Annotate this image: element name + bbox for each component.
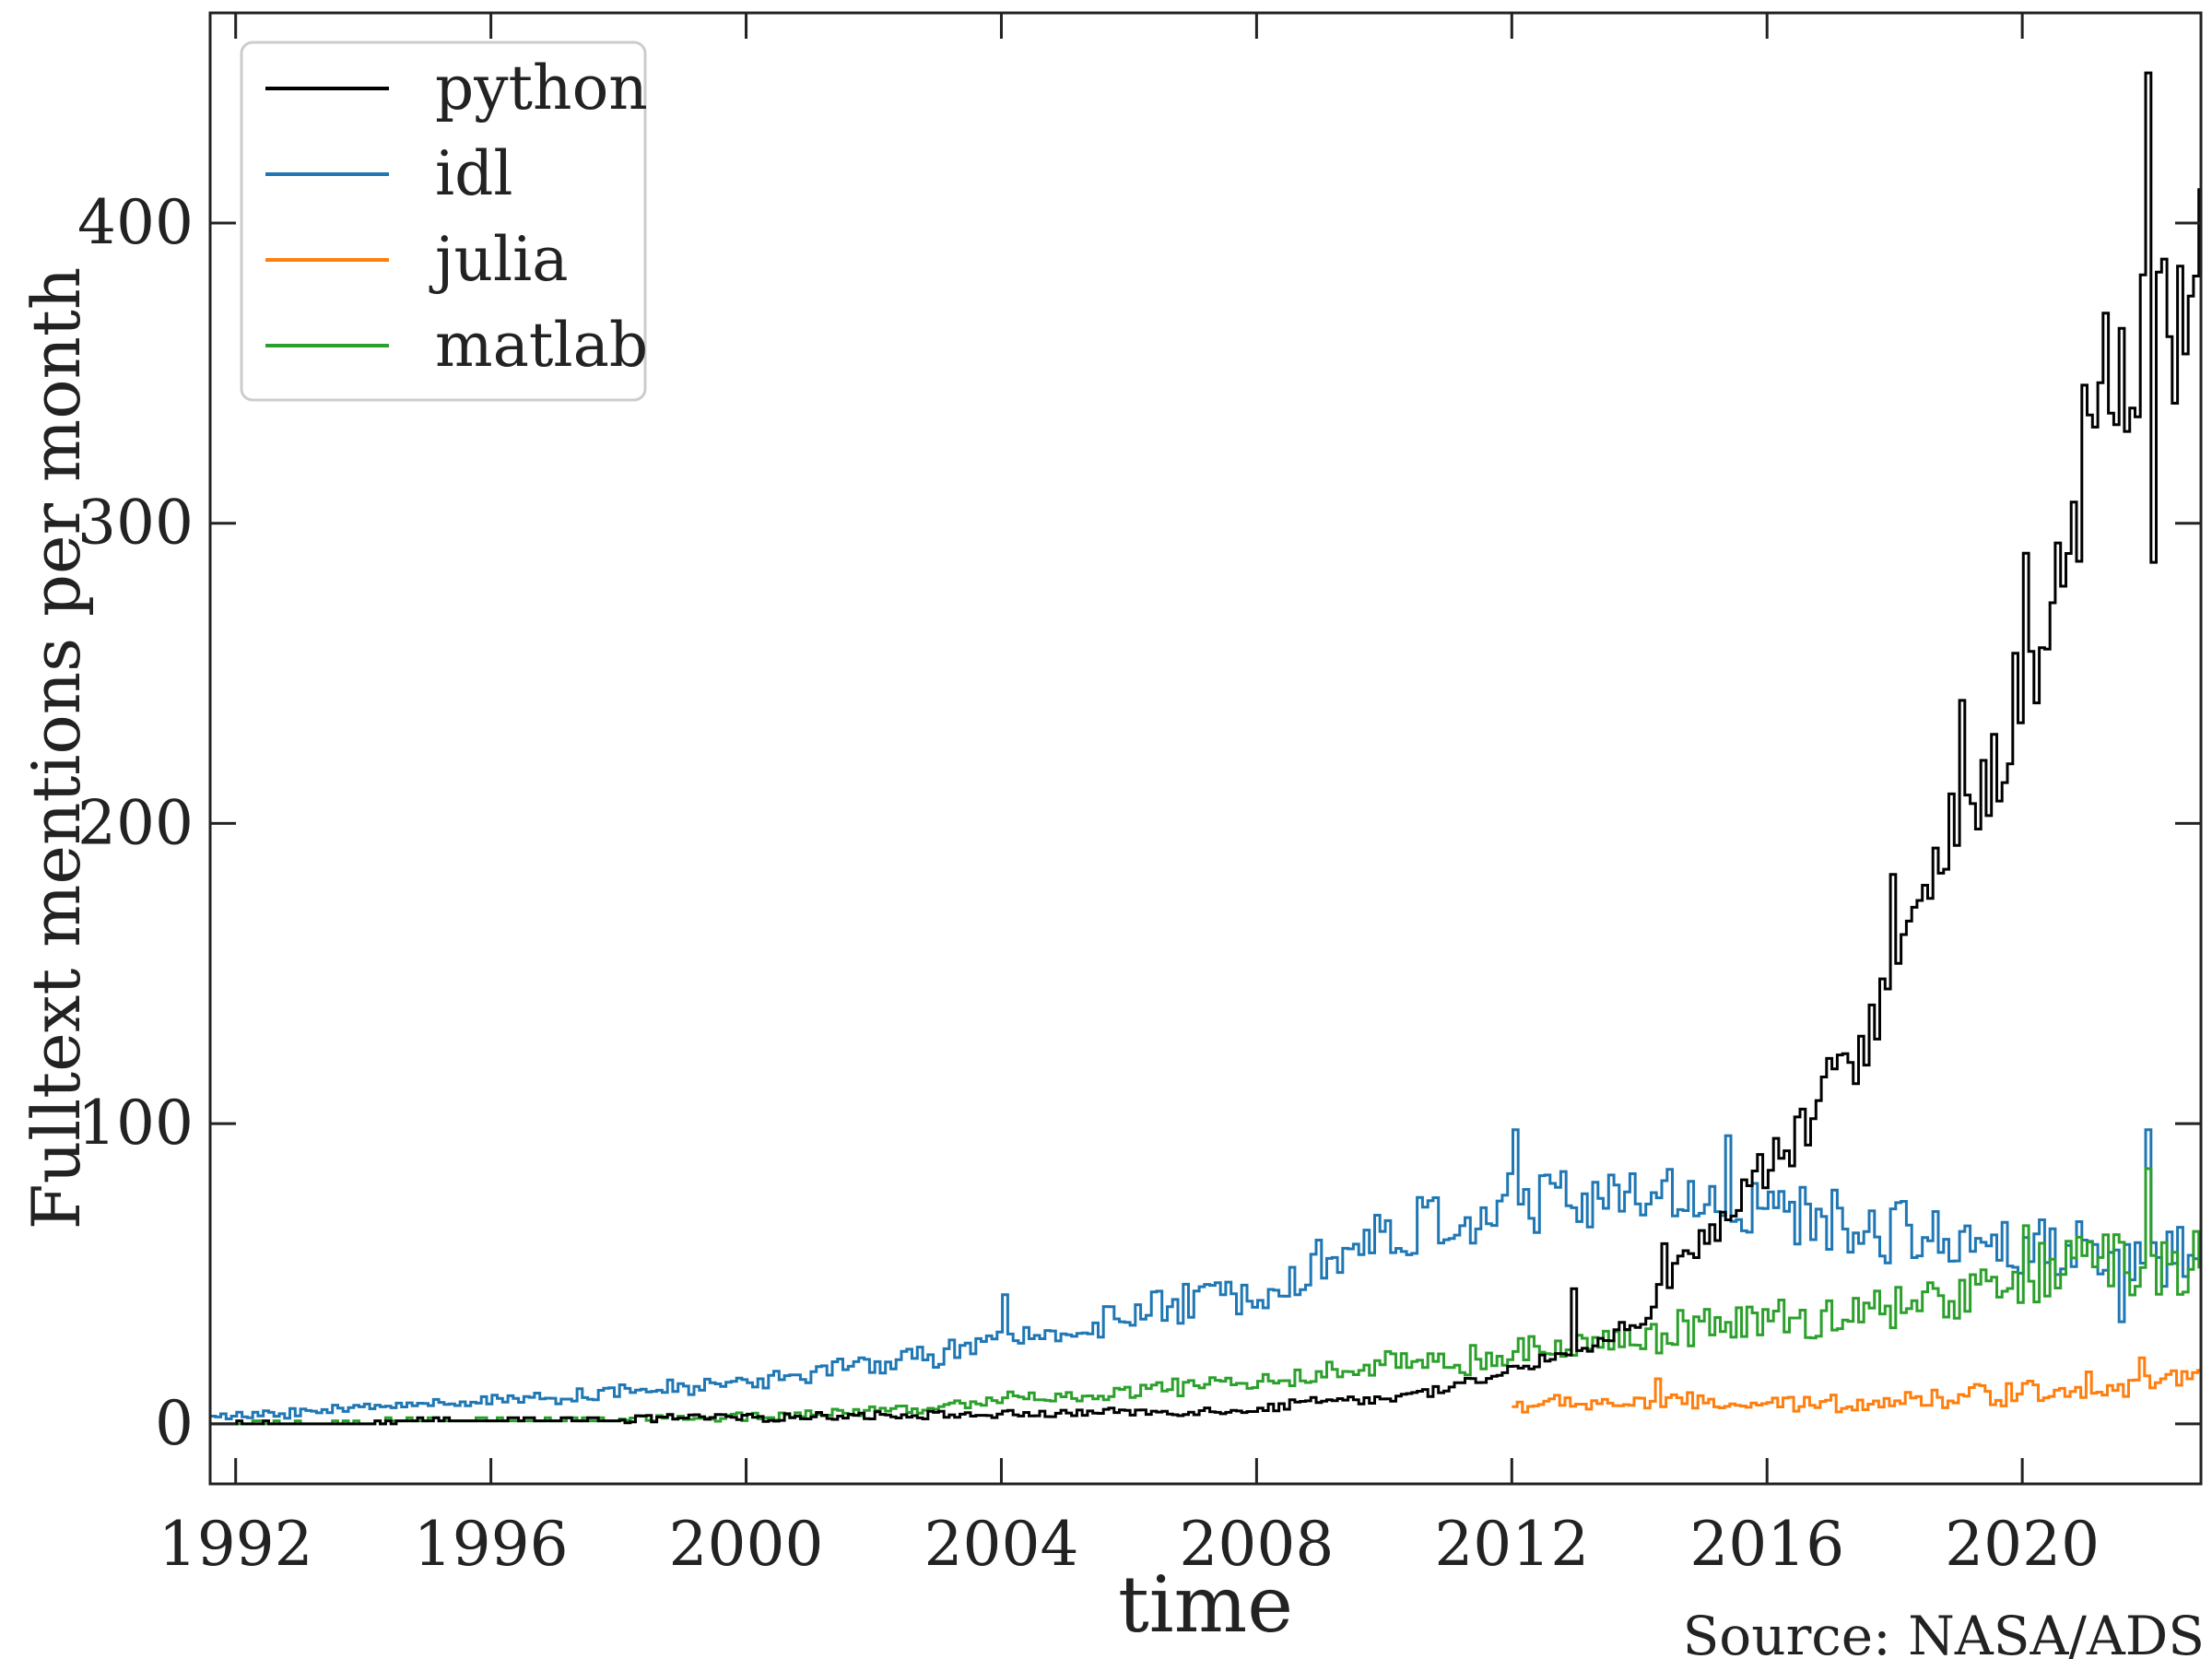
series-line-idl xyxy=(210,1128,2201,1420)
x-axis-label: time xyxy=(1118,1559,1293,1650)
legend: python idl julia matlab xyxy=(240,41,648,402)
legend-label-idl: idl xyxy=(435,138,512,209)
y-tick-label: 300 xyxy=(77,488,194,559)
x-tick-label: 1996 xyxy=(414,1509,569,1580)
y-tick-label: 100 xyxy=(77,1088,194,1159)
series-layer xyxy=(210,71,2201,1426)
x-tick-label: 1992 xyxy=(159,1509,313,1580)
ticks-layer: 1992 1996 2000 2004 2008 2012 2016 2020 0 100 200 3… xyxy=(77,13,2201,1580)
legend-box xyxy=(240,41,647,402)
source-note: Source: NASA/ADS xyxy=(1683,1605,2205,1659)
legend-label-python: python xyxy=(435,53,648,124)
legend-label-julia: julia xyxy=(429,224,569,295)
x-tick-label: 2016 xyxy=(1689,1509,1844,1580)
x-tick-label: 2008 xyxy=(1179,1509,1334,1580)
y-axis-label: Fulltext mentions per month xyxy=(18,267,95,1230)
x-tick-label: 2000 xyxy=(669,1509,824,1580)
x-tick-label: 2004 xyxy=(924,1509,1078,1580)
x-tick-label: 2012 xyxy=(1434,1509,1589,1580)
y-tick-label: 400 xyxy=(77,187,194,258)
series-line-julia xyxy=(1512,1356,2201,1414)
x-tick-label: 2020 xyxy=(1945,1509,2100,1580)
legend-label-matlab: matlab xyxy=(435,310,648,381)
y-tick-label: 0 xyxy=(155,1388,194,1459)
series-line-python xyxy=(210,71,2201,1426)
plot-frame xyxy=(208,11,2203,1486)
y-tick-label: 200 xyxy=(77,787,194,858)
